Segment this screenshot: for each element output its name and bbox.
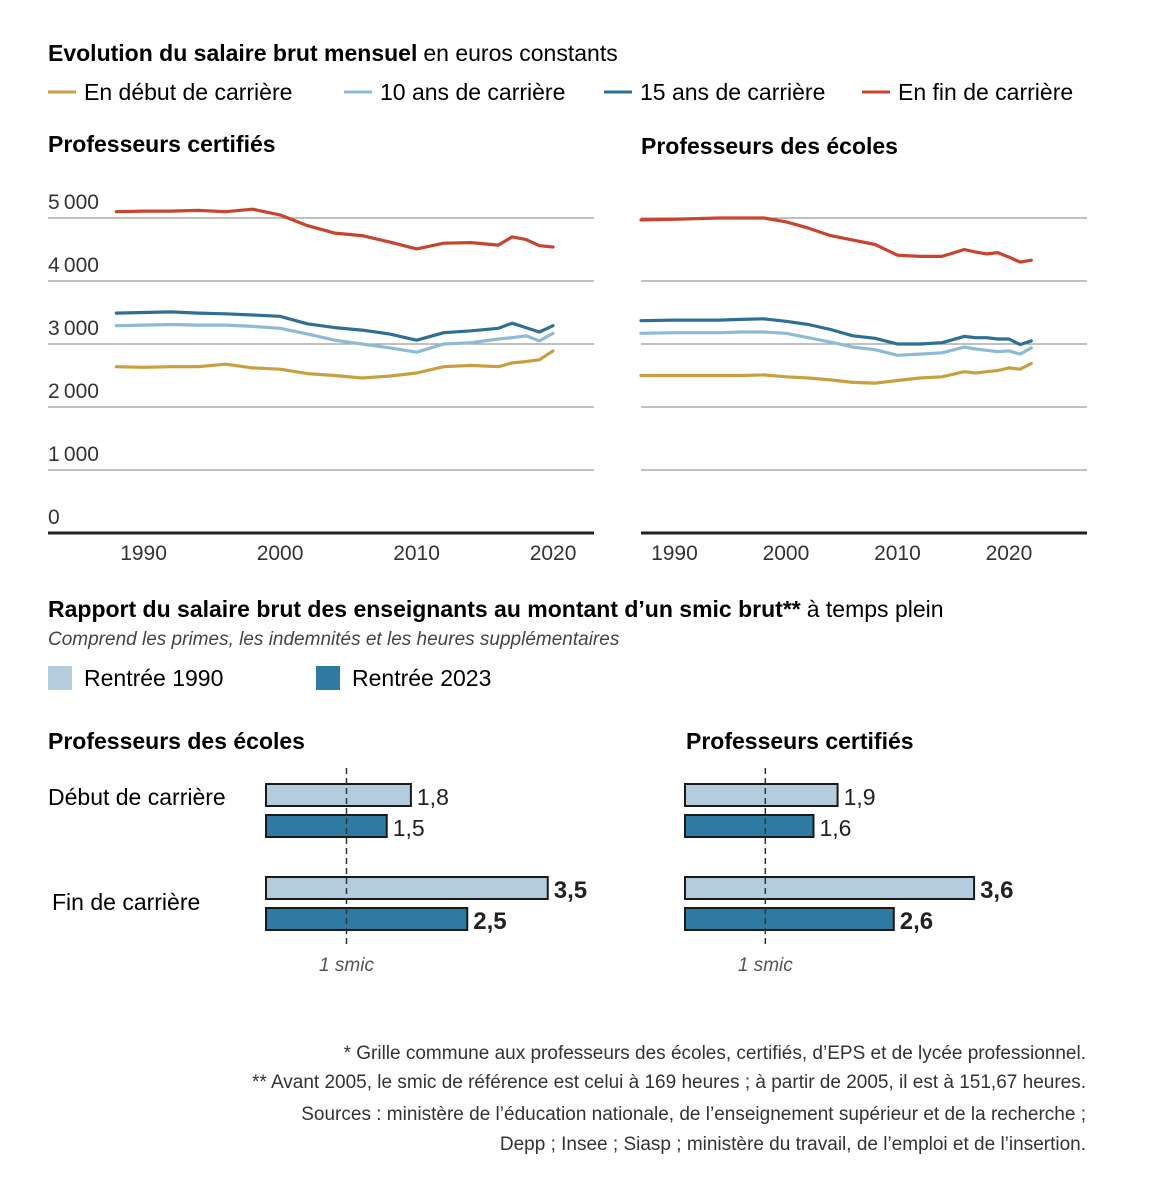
main-title: Evolution du salaire brut mensuel en euro… [48,40,618,66]
bar-title-certifies: Professeurs certifiés [686,728,914,754]
y-tick-label-certifies-0: 0 [48,506,60,529]
legend-label-fin: En fin de carrière [898,79,1073,105]
bar-label-certifies-debut-1990: 1,9 [844,784,876,810]
footnote-smic: ** Avant 2005, le smic de référence est … [252,1072,1086,1093]
bar-ecoles-debut-1990 [265,783,412,807]
bar-label-certifies-debut-2023: 1,6 [819,815,851,841]
bar-label-certifies-fin-2023: 2,6 [900,908,933,935]
footnotes: * Grille commune aux professeurs des éco… [252,1043,1086,1155]
series-line-ecoles-fin [639,216,1033,264]
legend-label-2023: Rentrée 2023 [352,665,491,691]
main-title-bold: Evolution du salaire brut mensuel [48,40,417,66]
ratio-title-bold: Rapport du salaire brut des enseignants … [48,596,801,622]
x-tick-label-certifies-2000: 2000 [257,542,304,565]
chart-title-ecoles: Professeurs des écoles [641,133,898,159]
legend-swatch-2023 [316,666,340,690]
bar-ecoles-fin-1990 [265,876,549,900]
ratio-subtitle: Comprend les primes, les indemnités et l… [48,629,620,650]
series-line-ecoles-10ans [639,330,1033,357]
y-tick-label-certifies-3000: 3 000 [48,317,99,340]
line-chart-certifies: 0 1 000 2 000 3 000 4 000 5 000 1990 2000 2010 20… [48,191,594,565]
bar-certifies-debut-1990 [684,783,839,807]
y-tick-label-certifies-5000: 5 000 [48,191,99,214]
x-tick-label-certifies-2020: 2020 [530,542,577,565]
bar-label-ecoles-fin-1990: 3,5 [554,877,587,904]
ratio-title: Rapport du salaire brut des enseignants … [48,596,944,622]
legend-label-15ans: 15 ans de carrière [640,79,825,105]
bar-chart-ecoles: 1,8 1,5 3,5 2,5 1 smic [265,768,587,976]
bar-title-ecoles: Professeurs des écoles [48,728,305,754]
bar-label-ecoles-debut-1990: 1,8 [417,784,449,810]
bar-label-certifies-fin-1990: 3,6 [980,877,1013,904]
x-tick-label-certifies-1990: 1990 [120,542,167,565]
bar-label-ecoles-debut-2023: 1,5 [393,815,425,841]
chart-title-certifies: Professeurs certifiés [48,131,276,157]
reference-label-ecoles: 1 smic [319,955,374,976]
bar-certifies-debut-2023 [684,814,815,838]
bar-certifies-fin-2023 [684,907,895,931]
legend-swatch-1990 [48,666,72,690]
bar-legend: Rentrée 1990 Rentrée 2023 [48,665,491,691]
footnote-sources-2: Depp ; Insee ; Siasp ; ministère du trav… [500,1134,1086,1155]
bar-ecoles-fin-2023 [265,907,469,931]
legend-label-debut: En début de carrière [84,79,292,105]
category-label-debut: Début de carrière [48,784,226,810]
legend-label-10ans: 10 ans de carrière [380,79,565,105]
x-tick-label-ecoles-2020: 2020 [986,542,1033,565]
y-tick-label-certifies-1000: 1 000 [48,443,99,466]
x-tick-label-certifies-2010: 2010 [393,542,440,565]
legend-label-1990: Rentrée 1990 [84,665,223,691]
footnote-grille: * Grille commune aux professeurs des éco… [344,1043,1086,1064]
series-line-certifies-15ans [114,310,555,342]
series-line-certifies-debut [114,349,555,380]
category-label-fin: Fin de carrière [52,889,200,915]
y-tick-label-certifies-4000: 4 000 [48,254,99,277]
line-chart-ecoles: 1990 2000 2010 2020 [639,216,1087,565]
x-tick-label-ecoles-2010: 2010 [874,542,921,565]
reference-label-certifies: 1 smic [738,955,793,976]
footnote-sources-1: Sources : ministère de l’éducation natio… [301,1104,1086,1125]
series-line-ecoles-15ans [639,317,1033,347]
x-tick-label-ecoles-2000: 2000 [763,542,810,565]
series-line-certifies-10ans [114,322,555,354]
bar-label-ecoles-fin-2023: 2,5 [473,908,506,935]
line-legend: En début de carrière 10 ans de carrière … [48,79,1073,105]
series-line-ecoles-debut [639,361,1033,385]
bar-ecoles-debut-2023 [265,814,388,838]
main-title-rest: en euros constants [423,40,617,66]
ratio-title-rest: à temps plein [807,596,944,622]
series-line-certifies-fin [114,207,555,251]
bar-chart-certifies: 1,9 1,6 3,6 2,6 1 smic [684,768,1013,976]
x-tick-label-ecoles-1990: 1990 [651,542,698,565]
y-tick-label-certifies-2000: 2 000 [48,380,99,403]
bar-certifies-fin-1990 [684,876,976,900]
